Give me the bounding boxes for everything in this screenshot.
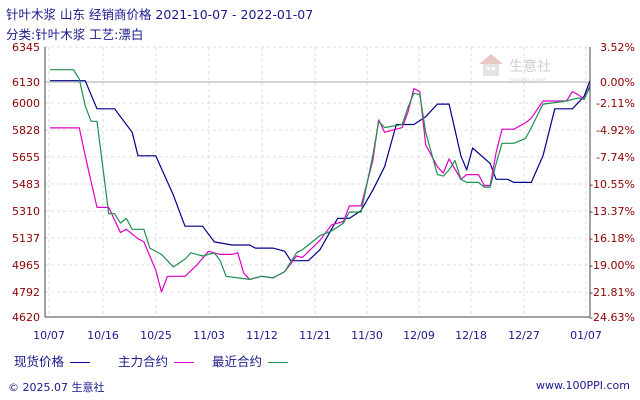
y-tick-label-right: -10.55% bbox=[589, 178, 635, 191]
x-tick-label: 11/21 bbox=[299, 329, 331, 342]
footer-copyright: © 2025.07 生意社 bbox=[8, 381, 105, 394]
x-axis-ticks: 10/07 10/16 10/25 11/03 11/12 11/21 11/30 12/09… bbox=[33, 329, 602, 342]
y-tick-label-left: 4965 bbox=[12, 259, 40, 272]
x-tick-label: 11/30 bbox=[351, 329, 383, 342]
y-tick-label-right: -19.00% bbox=[589, 259, 635, 272]
x-tick-label: 10/07 bbox=[33, 329, 65, 342]
y-tick-label-left: 5137 bbox=[12, 232, 40, 245]
watermark-logo: 生意社 100PPI.COM bbox=[479, 54, 551, 85]
legend-item-recent: 最近合约 bbox=[212, 351, 289, 370]
y-tick-label-left: 5655 bbox=[12, 151, 40, 164]
x-tick-label: 10/25 bbox=[140, 329, 172, 342]
axes bbox=[44, 47, 591, 318]
legend-label-spot: 现货价格 bbox=[14, 354, 65, 369]
legend-label-main: 主力合约 bbox=[118, 354, 169, 369]
spot-price-line bbox=[50, 80, 591, 262]
x-tick-label: 12/27 bbox=[508, 329, 540, 342]
x-tick-label: 01/07 bbox=[570, 329, 602, 342]
y-tick-label-right: 3.52% bbox=[600, 41, 635, 54]
legend-label-recent: 最近合约 bbox=[212, 354, 263, 369]
watermark-text: 生意社 bbox=[509, 58, 551, 75]
legend-swatch-main bbox=[174, 362, 195, 363]
x-tick-label: 11/03 bbox=[193, 329, 225, 342]
x-tick-label: 12/18 bbox=[455, 329, 487, 342]
y-tick-label-left: 4792 bbox=[12, 286, 40, 299]
footer-site: www.100PPI.com bbox=[536, 379, 630, 392]
series-lines bbox=[50, 69, 591, 293]
y-tick-label-right: -2.11% bbox=[596, 97, 635, 110]
x-tick-label: 10/16 bbox=[87, 329, 119, 342]
y-tick-label-left: 6130 bbox=[12, 76, 40, 89]
y-tick-label-left: 5828 bbox=[12, 124, 40, 137]
y-tick-label-right: -24.63% bbox=[589, 311, 635, 324]
x-tick-label: 11/12 bbox=[246, 329, 278, 342]
y-tick-label-left: 6000 bbox=[12, 97, 40, 110]
watermark-sub: 100PPI.COM bbox=[509, 78, 545, 85]
grid bbox=[45, 46, 590, 318]
y-tick-label-left: 6345 bbox=[12, 41, 40, 54]
main-contract-line bbox=[50, 85, 591, 293]
legend-item-main: 主力合约 bbox=[118, 351, 195, 370]
y-tick-label-right: -13.37% bbox=[589, 205, 635, 218]
y-tick-label-left: 5310 bbox=[12, 205, 40, 218]
y-tick-label-right: 0.00% bbox=[600, 76, 635, 89]
x-tick-label: 12/09 bbox=[403, 329, 435, 342]
right-axis-ticks: 3.52% 0.00% -2.11% -4.92% -7.74% -10.55% -13.3… bbox=[589, 41, 635, 324]
y-tick-label-right: -16.18% bbox=[589, 232, 635, 245]
chart-subtitle: 分类:针叶木浆 工艺:漂白 bbox=[6, 27, 144, 42]
left-axis-ticks: 6345 6130 6000 5828 5655 5483 5310 5137 4965 4792… bbox=[12, 41, 40, 324]
recent-contract-line bbox=[50, 69, 591, 280]
legend-item-spot: 现货价格 bbox=[14, 351, 91, 370]
y-tick-label-left: 4620 bbox=[12, 311, 40, 324]
legend-swatch-spot bbox=[70, 362, 91, 363]
legend-swatch-recent bbox=[268, 362, 289, 363]
y-tick-label-right: -7.74% bbox=[596, 151, 635, 164]
y-tick-label-left: 5483 bbox=[12, 178, 40, 191]
chart-title: 针叶木浆 山东 经销商价格 2021-10-07 - 2022-01-07 bbox=[6, 7, 314, 22]
y-tick-label-right: -4.92% bbox=[596, 124, 635, 137]
y-tick-label-right: -21.81% bbox=[589, 286, 635, 299]
